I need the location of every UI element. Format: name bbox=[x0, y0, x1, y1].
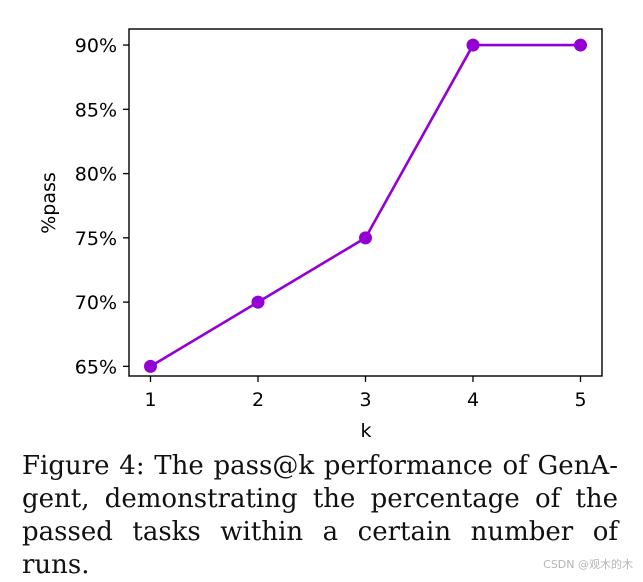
watermark: CSDN @观木的木 bbox=[543, 558, 633, 571]
x-axis-label: k bbox=[360, 420, 371, 442]
pass-at-k-chart: 1 2 3 4 5 65% 70% 75% 80% 85% 90% k %pass bbox=[38, 28, 603, 442]
x-tick-label: 5 bbox=[574, 389, 586, 411]
y-tick-label: 75% bbox=[75, 228, 117, 250]
plot-marks bbox=[144, 38, 587, 373]
y-tick-label: 65% bbox=[75, 356, 117, 378]
series-line bbox=[149, 43, 581, 368]
y-tick-label: 85% bbox=[75, 99, 117, 121]
axis-ticks: 1 2 3 4 5 65% 70% 75% 80% 85% 90% bbox=[75, 35, 587, 411]
figure-caption: Figure 4: The pass@k performance of GenA… bbox=[22, 451, 618, 580]
y-tick-label: 70% bbox=[75, 292, 117, 314]
y-tick-label: 90% bbox=[75, 35, 117, 57]
y-tick-label: 80% bbox=[75, 164, 117, 186]
plot-frame bbox=[128, 28, 603, 377]
data-point bbox=[574, 38, 587, 52]
data-point bbox=[251, 295, 265, 309]
data-point bbox=[359, 231, 372, 245]
data-point bbox=[466, 38, 480, 52]
x-tick-label: 4 bbox=[467, 389, 479, 411]
data-point bbox=[144, 359, 157, 373]
x-tick-label: 3 bbox=[359, 389, 371, 411]
y-axis-label: %pass bbox=[38, 172, 60, 234]
x-tick-label: 2 bbox=[252, 389, 264, 411]
x-tick-label: 1 bbox=[144, 389, 156, 411]
